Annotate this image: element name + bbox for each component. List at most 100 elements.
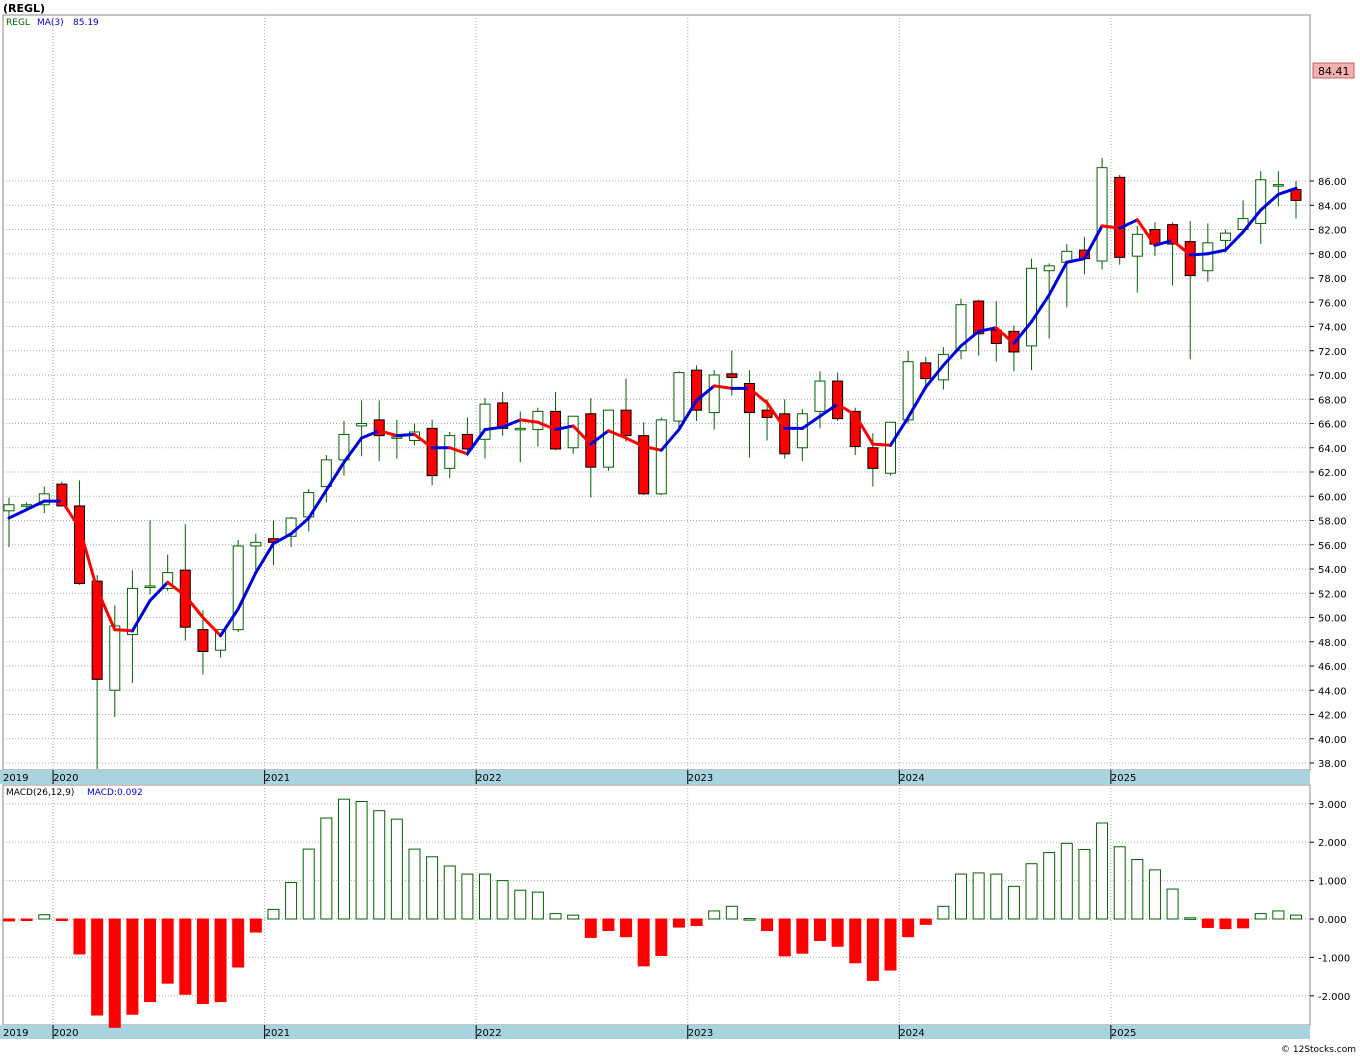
- ma3-segment: [642, 445, 663, 452]
- macd-tick-label: 1.000: [1318, 877, 1347, 888]
- candle-down: [849, 410, 861, 448]
- ma3-segment: [166, 580, 187, 598]
- macd-bar-positive: [1043, 852, 1056, 920]
- macd-bar-negative: [249, 918, 262, 933]
- year-label: 2025: [1111, 1028, 1136, 1039]
- year-gridlines: [52, 15, 1112, 1025]
- macd-bar-positive: [1289, 914, 1302, 920]
- legend-symbol: REGL: [6, 18, 30, 28]
- macd-bar-positive: [443, 865, 456, 920]
- price-tick-label: 68.00: [1318, 395, 1347, 406]
- year-label: 2019: [3, 1028, 28, 1039]
- candle-up: [1272, 184, 1284, 187]
- macd-legend-label: MACD(26,12,9): [6, 788, 74, 798]
- macd-gridlines: [3, 803, 1310, 997]
- macd-bar-positive: [38, 914, 51, 920]
- candle-down: [920, 362, 932, 380]
- price-tick-label: 86.00: [1318, 177, 1347, 188]
- macd-bar-positive: [479, 873, 492, 920]
- ma3-segment: [818, 402, 840, 418]
- macd-bar-positive: [1078, 848, 1091, 920]
- ma3-segment: [1276, 186, 1298, 196]
- ma3-segment: [236, 571, 258, 611]
- macd-bar-positive: [267, 908, 280, 920]
- ma3-segment: [271, 532, 293, 546]
- candle-down: [743, 382, 755, 414]
- ma3-segment: [78, 526, 99, 592]
- price-tick-label: 76.00: [1318, 298, 1347, 309]
- ma3-segment: [1082, 224, 1104, 261]
- macd-bar-positive: [390, 818, 403, 920]
- candle-down: [179, 569, 191, 628]
- macd-bar-negative: [655, 918, 668, 956]
- ma3-segment: [994, 326, 1016, 345]
- macd-tick-label: 2.000: [1318, 838, 1347, 849]
- candle-down: [990, 329, 1002, 344]
- macd-bar-positive: [1007, 885, 1020, 920]
- price-tick-label: 62.00: [1318, 468, 1347, 479]
- candle-down: [761, 409, 773, 418]
- ma3-segment: [148, 580, 170, 603]
- price-tick-label: 56.00: [1318, 541, 1347, 552]
- macd-tick-label: -1.000: [1318, 953, 1350, 964]
- macd-bar-positive: [955, 873, 968, 920]
- ma3-segment: [571, 424, 593, 446]
- macd-bar-positive: [337, 798, 350, 920]
- macd-bar-negative: [620, 918, 633, 938]
- candle-down: [638, 435, 650, 495]
- year-label: 2019: [3, 773, 28, 784]
- macd-bar-positive: [302, 848, 315, 920]
- price-tick-label: 74.00: [1318, 323, 1347, 334]
- price-tick-label: 84.00: [1318, 201, 1347, 212]
- macd-bar-positive: [285, 882, 298, 920]
- macd-bar-negative: [161, 918, 174, 984]
- macd-bar-positive: [426, 856, 439, 920]
- price-tick-label: 42.00: [1318, 711, 1347, 722]
- candle-up: [514, 427, 526, 431]
- candle-up: [356, 423, 368, 427]
- macd-bar-positive: [1131, 858, 1144, 920]
- macd-bar-negative: [831, 918, 844, 947]
- candlestick-series: [3, 157, 1302, 770]
- ma3-segment: [324, 460, 346, 492]
- ma3-segment: [201, 616, 223, 638]
- ma3-segment: [977, 326, 998, 333]
- price-tick-label: 82.00: [1318, 226, 1347, 237]
- macd-bar-positive: [514, 889, 527, 920]
- ma3-segment: [536, 420, 558, 432]
- ma3-segment: [1030, 293, 1051, 324]
- last-price-tag: [1312, 62, 1355, 79]
- ma3-segment: [7, 508, 29, 520]
- price-tick-label: 38.00: [1318, 759, 1347, 770]
- macd-bar-positive: [1254, 913, 1267, 920]
- ma3-segment: [1188, 252, 1210, 257]
- macd-bar-positive: [1113, 846, 1126, 920]
- year-label: 2022: [476, 1028, 501, 1039]
- year-label: 2022: [476, 773, 501, 784]
- candle-up: [215, 629, 227, 651]
- macd-bar-positive: [531, 891, 544, 920]
- macd-bar-positive: [1166, 888, 1179, 920]
- macd-bar-negative: [126, 918, 139, 1015]
- candle-down: [461, 433, 473, 450]
- macd-axis-ticks: 3.000 2.000 1.000 0.000 -1.000 -2.000: [1310, 800, 1350, 1003]
- candle-up: [1043, 265, 1055, 272]
- price-tick-label: 40.00: [1318, 735, 1347, 746]
- ma3-segment: [1171, 238, 1192, 257]
- macd-bar-positive: [1184, 917, 1197, 920]
- macd-bar-negative: [196, 918, 209, 1004]
- candle-up: [444, 435, 456, 469]
- ma3-segment: [412, 432, 434, 450]
- macd-bar-positive: [708, 910, 721, 920]
- ma3-segment: [465, 428, 487, 456]
- ma3-segment: [1259, 192, 1280, 212]
- macd-bar-negative: [91, 918, 104, 1016]
- macd-bar-negative: [866, 918, 879, 981]
- macd-bar-negative: [584, 918, 597, 938]
- ma3-segment: [113, 628, 134, 633]
- ma3-segment: [254, 542, 275, 575]
- candle-up: [21, 504, 33, 507]
- candle-down: [779, 413, 791, 455]
- price-tick-label: 54.00: [1318, 565, 1347, 576]
